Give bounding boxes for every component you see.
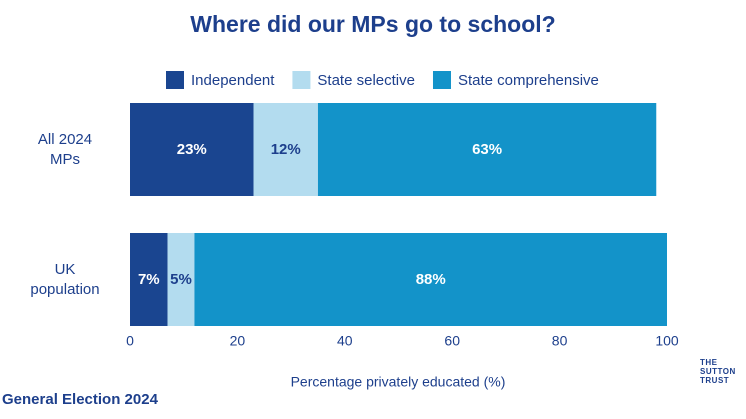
bar-segment (253, 103, 318, 196)
legend-swatch (166, 71, 184, 89)
x-tick-label: 20 (230, 333, 246, 349)
value-label: 5% (170, 271, 192, 288)
category-label: UK population (30, 261, 100, 298)
x-tick-label: 0 (126, 333, 134, 349)
chart-title: Where did our MPs go to school? (190, 11, 555, 37)
legend-swatch (432, 71, 451, 89)
legend-swatch (292, 71, 311, 89)
bar-segment (130, 233, 168, 326)
value-label: 23% (177, 141, 207, 158)
bar-segment (317, 103, 657, 196)
x-axis-label: Percentage privately educated (%) (291, 374, 506, 390)
x-tick-label: 40 (337, 333, 353, 349)
x-tick-label: 100 (655, 333, 679, 349)
legend-label: Independent (191, 72, 275, 89)
value-label: 88% (416, 271, 446, 288)
footer-note: General Election 2024 (2, 391, 159, 408)
category-label: All 2024 MPs (37, 131, 93, 168)
value-label: 63% (472, 141, 502, 158)
value-label: 12% (271, 141, 301, 158)
bar-segment (130, 103, 254, 196)
legend-label: State comprehensive (458, 72, 599, 89)
x-tick-label: 80 (552, 333, 568, 349)
logo: THE SUTTON TRUST (700, 358, 736, 385)
legend-label: State selective (317, 72, 415, 89)
value-label: 7% (138, 271, 160, 288)
x-tick-label: 60 (444, 333, 460, 349)
bar-segment (194, 233, 667, 326)
bar-segment (167, 233, 195, 326)
